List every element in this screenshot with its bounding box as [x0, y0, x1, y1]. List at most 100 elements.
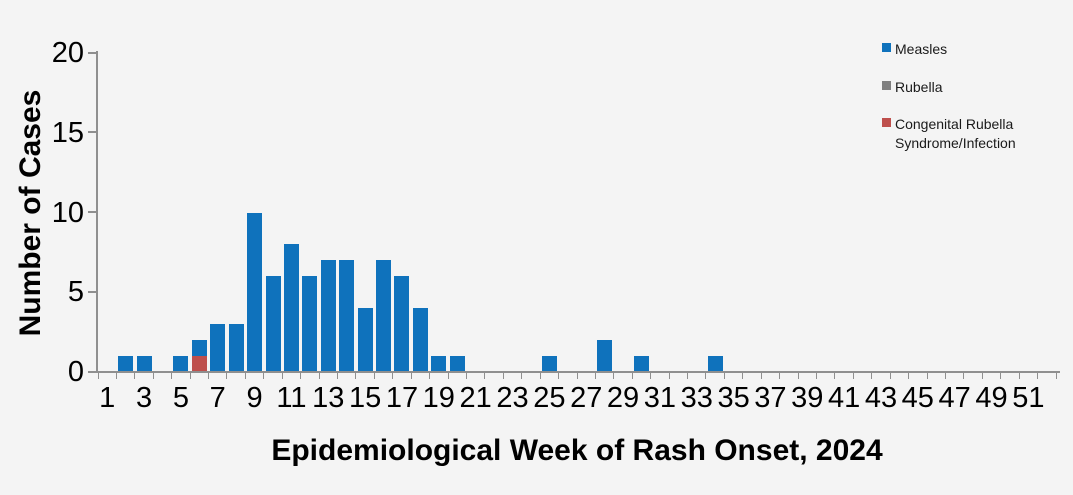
legend-swatch — [882, 118, 891, 127]
x-tick-mark — [410, 373, 412, 379]
x-tick-mark — [337, 373, 338, 379]
x-tick-mark — [797, 373, 799, 379]
legend-item-rubella: Rubella — [882, 78, 1035, 97]
x-tick-mark — [1018, 373, 1020, 379]
x-tick-label: 27 — [570, 382, 603, 414]
x-tick-mark — [465, 373, 467, 379]
x-tick-label: 39 — [791, 382, 824, 414]
x-tick-mark — [244, 373, 246, 379]
x-tick-label: 19 — [422, 382, 455, 414]
y-tick-label: 15 — [51, 116, 84, 149]
legend-label: Rubella — [895, 78, 943, 95]
x-tick-label: 11 — [276, 382, 307, 414]
x-tick-label: 7 — [209, 382, 226, 414]
y-tick-label: 10 — [51, 196, 84, 229]
x-tick-mark — [318, 373, 320, 379]
x-tick-label: 51 — [1012, 382, 1045, 414]
x-tick-mark — [981, 373, 983, 379]
x-tick-label: 21 — [459, 382, 492, 414]
x-tick-mark — [963, 373, 965, 379]
x-tick-mark — [1055, 373, 1057, 379]
x-tick-label: 15 — [348, 382, 382, 414]
bar-week-15-measles — [357, 308, 373, 372]
x-tick-mark — [115, 373, 117, 379]
x-tick-label: 5 — [172, 382, 189, 414]
x-tick-label: 49 — [975, 382, 1008, 414]
x-tick-mark — [723, 373, 725, 379]
bar-week-11-measles — [283, 244, 299, 372]
bar-week-17-measles — [394, 276, 410, 372]
legend-swatch — [882, 80, 891, 90]
x-tick-mark — [779, 373, 781, 379]
x-axis-line — [96, 371, 1060, 373]
x-tick-mark — [1037, 373, 1039, 379]
bar-week-3-measles — [136, 356, 152, 372]
y-tick-mark — [88, 211, 96, 213]
x-tick-mark — [594, 373, 596, 379]
bar-week-6-measles — [191, 340, 207, 357]
x-tick-mark — [97, 373, 99, 379]
bar-week-20-measles — [449, 356, 465, 372]
x-tick-mark — [392, 373, 394, 379]
x-tick-mark — [502, 373, 504, 379]
x-tick-mark — [226, 373, 228, 379]
bar-week-7-measles — [210, 324, 226, 372]
x-tick-label: 35 — [717, 382, 750, 414]
x-tick-label: 1 — [99, 382, 116, 414]
x-tick-mark — [926, 373, 928, 379]
bar-week-6-congenital — [191, 356, 207, 372]
x-tick-label: 41 — [827, 382, 861, 414]
x-tick-mark — [152, 373, 154, 379]
y-axis-line — [96, 51, 98, 373]
x-tick-mark — [834, 373, 836, 379]
bar-week-10-measles — [265, 276, 281, 372]
x-tick-mark — [539, 373, 541, 379]
x-tick-label: 13 — [312, 382, 345, 414]
x-tick-label: 17 — [385, 382, 419, 414]
x-tick-mark — [447, 373, 449, 379]
x-tick-mark — [521, 373, 523, 379]
x-tick-mark — [171, 373, 173, 379]
x-tick-mark — [613, 373, 615, 379]
x-tick-mark — [429, 373, 431, 379]
y-tick-label: 0 — [67, 356, 84, 388]
x-tick-mark — [816, 373, 817, 379]
x-tick-mark — [687, 373, 689, 379]
x-tick-mark — [263, 373, 265, 379]
bar-week-16-measles — [376, 260, 392, 372]
legend-label: Measles — [895, 41, 948, 57]
x-tick-mark — [760, 373, 762, 379]
x-tick-mark — [208, 373, 210, 379]
y-tick-mark — [88, 370, 96, 373]
bar-week-8-measles — [228, 324, 244, 372]
bar-week-5-measles — [173, 356, 189, 372]
x-tick-mark — [373, 373, 375, 379]
x-tick-label: 3 — [135, 382, 153, 414]
x-tick-mark — [871, 373, 873, 379]
bar-week-34-measles — [707, 356, 723, 372]
x-tick-label: 43 — [864, 382, 898, 414]
y-tick-mark — [88, 290, 96, 293]
x-tick-mark — [631, 373, 633, 379]
x-tick-mark — [908, 373, 910, 379]
bar-week-28-measles — [597, 340, 613, 372]
bar-week-19-measles — [431, 356, 447, 372]
bar-week-2-measles — [118, 356, 134, 372]
x-tick-label: 23 — [496, 382, 529, 414]
bar-week-18-measles — [412, 308, 428, 372]
x-tick-mark — [355, 373, 357, 379]
bar-week-25-measles — [541, 356, 557, 372]
x-tick-mark — [558, 373, 560, 379]
x-tick-mark — [300, 373, 302, 379]
bar-week-14-measles — [339, 260, 355, 372]
x-tick-mark — [944, 373, 946, 379]
x-tick-label: 33 — [680, 382, 713, 414]
legend-label: Congenital Rubella Syndrome/Infection — [895, 116, 1016, 151]
x-tick-mark — [1000, 373, 1002, 379]
x-tick-mark — [889, 373, 891, 379]
x-tick-mark — [705, 373, 707, 379]
y-tick-label: 20 — [51, 37, 84, 69]
legend-item-congenital: Congenital Rubella Syndrome/Infection — [882, 115, 1035, 152]
x-tick-mark — [852, 373, 854, 379]
